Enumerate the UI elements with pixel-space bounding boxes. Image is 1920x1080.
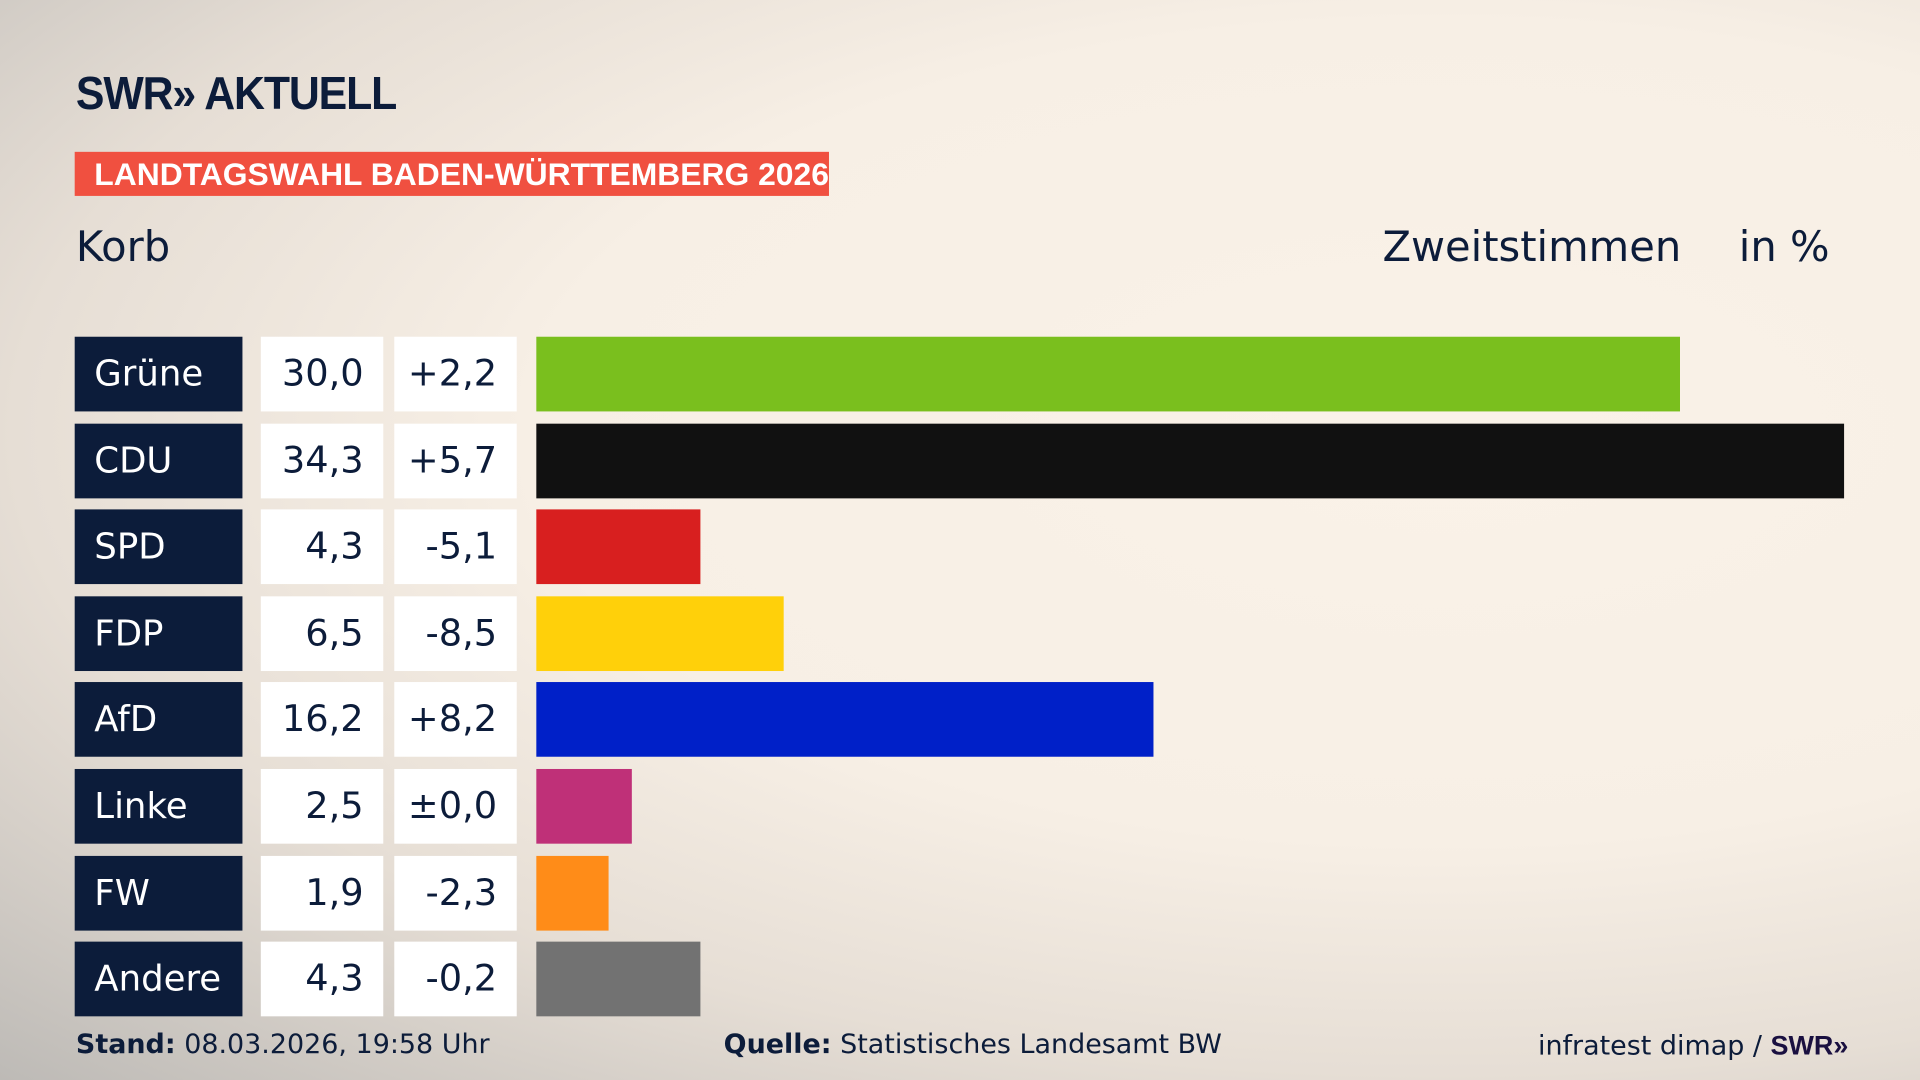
party-label: Grüne [74, 336, 243, 412]
credit: infratest dimap / SWR» [1538, 1030, 1848, 1062]
party-label: Andere [74, 941, 243, 1017]
bar [536, 423, 1845, 498]
bar [536, 768, 632, 844]
value-label: 34,3 [260, 423, 384, 498]
party-label: CDU [74, 423, 243, 498]
change-label: +5,7 [394, 423, 517, 498]
stand-value: 08.03.2026, 19:58 Uhr [184, 1029, 490, 1061]
bar [536, 682, 1154, 758]
value-label: 16,2 [260, 682, 384, 758]
party-label: FDP [74, 596, 243, 671]
party-label: AfD [74, 682, 243, 758]
value-label: 1,9 [260, 855, 384, 931]
stand-label: Stand: [75, 1029, 176, 1061]
change-label: -5,1 [394, 509, 517, 585]
value-label: 6,5 [260, 596, 384, 671]
election-banner: LANDTAGSWAHL BADEN-WÜRTTEMBERG 2026 [74, 151, 829, 196]
bar [536, 941, 701, 1017]
timestamp: Stand: 08.03.2026, 19:58 Uhr [76, 1030, 490, 1061]
swr-aktuell-logo: SWR» AKTUELL [75, 68, 397, 121]
credit-text: infratest dimap / [1537, 1031, 1762, 1062]
unit-label: in % [1738, 222, 1830, 272]
bar [536, 596, 785, 671]
party-label: SPD [74, 509, 243, 585]
source-value: Statistisches Landesamt BW [840, 1029, 1222, 1061]
change-label: -8,5 [394, 596, 517, 671]
bar [536, 509, 701, 585]
source-label: Quelle: [723, 1029, 832, 1061]
bar [536, 855, 609, 931]
change-label: -2,3 [394, 855, 517, 931]
value-label: 4,3 [260, 509, 384, 585]
change-label: ±0,0 [394, 768, 517, 844]
party-label: Linke [74, 768, 243, 844]
change-label: +2,2 [394, 336, 517, 412]
value-label: 30,0 [260, 336, 384, 412]
value-label: 2,5 [260, 768, 384, 844]
bar [536, 336, 1681, 412]
change-label: -0,2 [394, 941, 517, 1017]
change-label: +8,2 [394, 682, 517, 758]
party-label: FW [74, 855, 243, 931]
source: Quelle: Statistisches Landesamt BW [724, 1030, 1222, 1061]
swr-logo: SWR» [1770, 1029, 1849, 1061]
region-title: Korb [75, 222, 171, 272]
vote-type-label: Zweitstimmen [1382, 222, 1682, 272]
value-label: 4,3 [260, 941, 384, 1017]
